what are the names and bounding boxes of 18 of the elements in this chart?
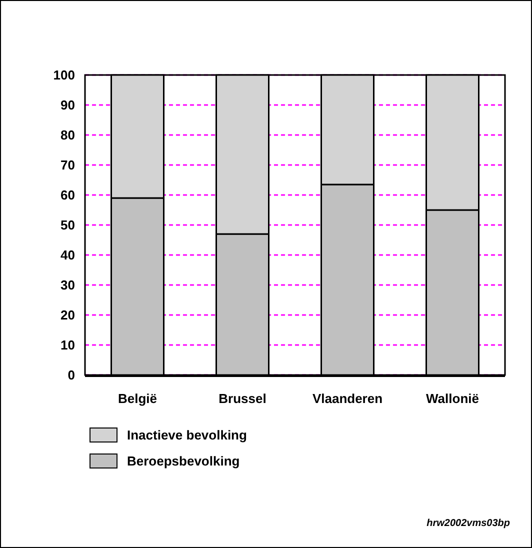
y-tick-label: 80 bbox=[60, 128, 75, 143]
y-tick-label: 50 bbox=[60, 218, 75, 233]
y-tick-label: 30 bbox=[60, 278, 75, 293]
y-tick-label: 90 bbox=[60, 98, 75, 113]
x-tick-label: Vlaanderen bbox=[312, 391, 383, 406]
x-tick-label: België bbox=[118, 391, 158, 406]
y-tick-label: 0 bbox=[68, 368, 75, 383]
legend-label: Inactieve bevolking bbox=[127, 428, 247, 443]
legend-label: Beroepsbevolking bbox=[127, 454, 240, 469]
y-tick-label: 100 bbox=[53, 68, 75, 83]
y-tick-label: 10 bbox=[60, 338, 75, 353]
x-tick-label: Wallonië bbox=[426, 391, 479, 406]
x-tick-label: Brussel bbox=[218, 391, 266, 406]
y-tick-label: 40 bbox=[60, 248, 75, 263]
y-tick-label: 20 bbox=[60, 308, 75, 323]
y-tick-label: 70 bbox=[60, 158, 75, 173]
y-tick-label: 60 bbox=[60, 188, 75, 203]
text: hrw2002vms03bp bbox=[426, 518, 510, 529]
